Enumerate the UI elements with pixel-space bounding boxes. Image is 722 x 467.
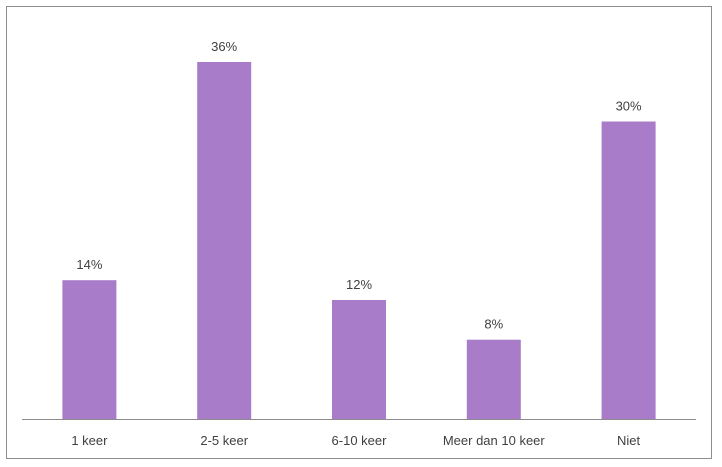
value-label-2: 36% <box>211 39 237 54</box>
labels-group: 14% 1 keer 36% 2-5 keer 12% 6-10 keer 8% Meer d… <box>71 39 642 448</box>
value-label-4: 8% <box>484 317 503 332</box>
bar-3 <box>332 300 386 419</box>
bars-group <box>62 62 656 419</box>
category-label-3: 6-10 keer <box>332 433 388 448</box>
category-label-1: 1 keer <box>71 433 108 448</box>
value-label-1: 14% <box>76 257 102 272</box>
bar-1 <box>62 280 117 419</box>
bar-5 <box>601 121 656 419</box>
value-label-5: 30% <box>616 99 642 114</box>
category-label-5: Niet <box>617 433 641 448</box>
bar-2 <box>197 62 252 419</box>
value-label-3: 12% <box>346 277 372 292</box>
category-label-4: Meer dan 10 keer <box>443 433 546 448</box>
bar-4 <box>466 339 521 419</box>
category-label-2: 2-5 keer <box>200 433 248 448</box>
